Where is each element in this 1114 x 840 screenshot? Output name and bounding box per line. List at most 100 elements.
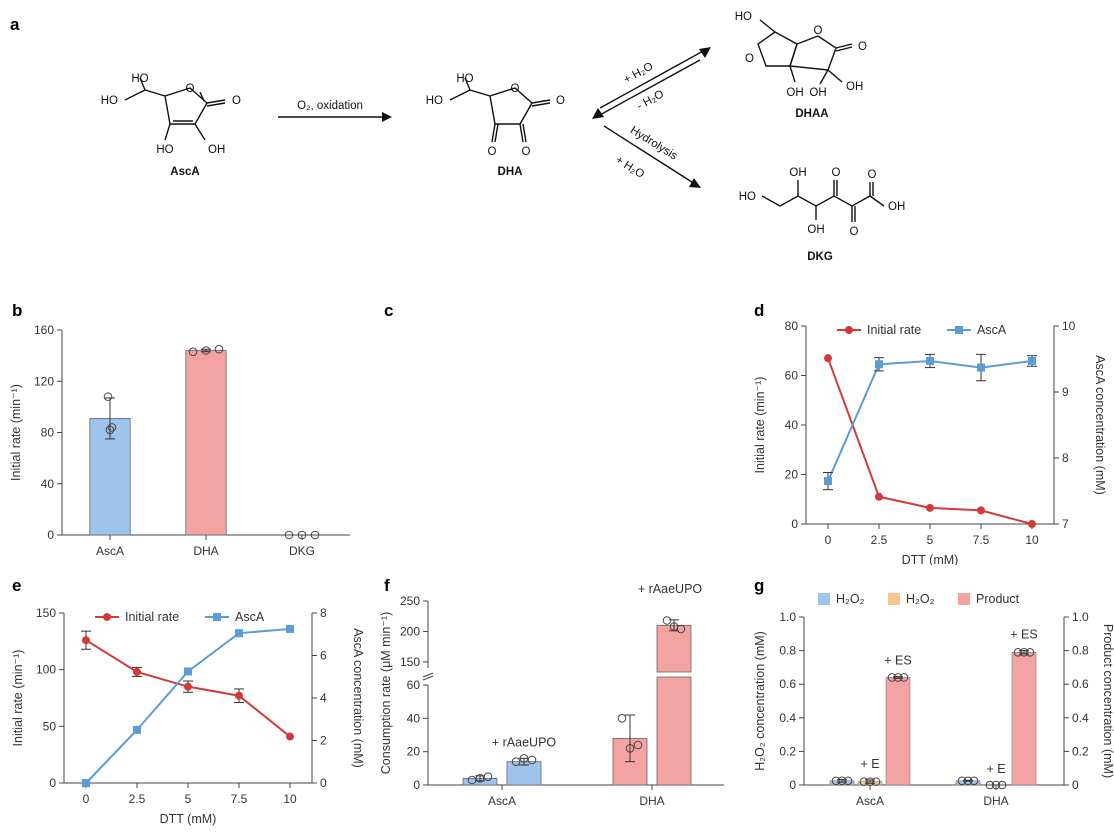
y-left-tick-label: 100 xyxy=(36,663,56,677)
dehydration-condition: - H₂O xyxy=(635,88,666,112)
replicate-point xyxy=(831,776,841,786)
replicate-point xyxy=(963,776,973,786)
panel-label-d: d xyxy=(754,301,764,320)
dha-ho-left: HO xyxy=(426,95,443,107)
asca-label: AscA xyxy=(170,166,199,178)
bar-upper xyxy=(656,624,692,673)
y-axis-title: Consumption rate (μM min⁻¹) xyxy=(379,612,393,774)
legend-swatch xyxy=(888,593,900,605)
panel-label-g: g xyxy=(754,576,764,595)
y-right-tick-label: 8 xyxy=(1062,451,1069,465)
legend-swatch xyxy=(958,593,970,605)
y-right-tick-label: 7 xyxy=(1062,517,1069,531)
data-point-asca xyxy=(926,356,934,365)
dha-ring-o: O xyxy=(511,83,520,95)
asca-oh-left: HO xyxy=(156,144,173,156)
y-tick-label: 150 xyxy=(400,655,420,669)
y-right-tick-label: 2 xyxy=(320,734,327,748)
x-tick-label: 7.5 xyxy=(973,533,990,547)
legend-label: Initial rate xyxy=(867,323,921,337)
replicate-point xyxy=(837,776,847,786)
data-point-asca xyxy=(133,725,141,734)
data-point-asca xyxy=(184,667,192,676)
asca-oh-top: HO xyxy=(131,73,148,85)
panel-label-e: e xyxy=(12,576,21,595)
y-right-tick-label: 4 xyxy=(320,691,327,705)
bar xyxy=(1011,651,1037,786)
bar-dha xyxy=(185,350,227,536)
replicate-point xyxy=(865,777,875,786)
replicate-point xyxy=(201,346,211,355)
chart-panel-e: e 0 50 100 150 0 2 4 6 8 0 2.5 5 7.5 10 DTT (mM) Initial… xyxy=(11,576,365,826)
hydrolysis-water: + H₂O xyxy=(613,154,646,181)
series-line-initial-rate xyxy=(827,357,1033,525)
data-point-asca xyxy=(875,360,883,369)
panel-label-f: f xyxy=(384,576,390,595)
hydration-arrow xyxy=(599,49,706,109)
y-right-tick-label: 0.4 xyxy=(1072,711,1089,725)
legend-label: H₂O₂ xyxy=(906,592,935,606)
dha-structure xyxy=(449,77,551,143)
y-tick-label: 250 xyxy=(400,594,420,608)
replicate-point xyxy=(310,530,320,540)
reaction-scheme: a xyxy=(10,11,905,263)
replicate-point xyxy=(107,423,117,432)
chart-panel-g: g 0 0.2 0.4 0.6 0.8 1.0 0 0.2 0.4 0.6 0.8 1.0 H₂O₂ co… xyxy=(753,576,1114,808)
dkg-structure xyxy=(761,180,885,222)
legend-label: AscA xyxy=(977,323,1007,337)
x-tick-label: 2.5 xyxy=(871,533,888,547)
replicate-point xyxy=(899,673,909,682)
replicate-point xyxy=(284,530,294,540)
bar-annotation: + ES xyxy=(884,654,911,668)
axis-break-mark xyxy=(422,672,434,678)
y-tick-label: 40 xyxy=(41,477,55,491)
replicate-point xyxy=(662,616,672,625)
y2-axis-title: Product concentration (mM) xyxy=(1101,624,1114,778)
bar-annotation: + E xyxy=(986,762,1005,776)
replicate-point xyxy=(633,740,643,750)
y-left-tick-label: 20 xyxy=(785,468,799,482)
y-right-tick-label: 0 xyxy=(1072,778,1079,792)
bar-lower xyxy=(656,676,692,786)
data-point-rate xyxy=(926,503,934,512)
data-point-rate xyxy=(286,732,294,741)
replicate-point xyxy=(467,775,477,785)
y-left-tick-label: 150 xyxy=(36,606,56,620)
series-line-asca xyxy=(85,627,291,784)
replicate-point xyxy=(483,772,493,781)
y-right-tick-label: 9 xyxy=(1062,385,1069,399)
dhaa-label: DHAA xyxy=(795,108,828,120)
dha-label: DHA xyxy=(498,166,523,178)
y-left-tick-label: 0.8 xyxy=(779,644,796,658)
legend-marker xyxy=(845,326,853,334)
replicate-point xyxy=(105,425,115,435)
bar-annotation: + E xyxy=(860,757,879,771)
y-right-tick-label: 8 xyxy=(320,606,327,620)
y-tick-label: 0 xyxy=(47,528,54,542)
y-axis-title: Initial rate (min⁻¹) xyxy=(753,377,767,474)
dkg-keto-o-1: O xyxy=(832,167,841,179)
y-tick-label: 80 xyxy=(41,426,55,440)
replicate-point xyxy=(985,780,995,790)
x-tick-label: 5 xyxy=(185,792,192,806)
data-point-asca xyxy=(286,624,294,633)
y-tick-label: 200 xyxy=(400,624,420,638)
replicate-point xyxy=(1019,647,1029,657)
dha-keto-o-2: O xyxy=(522,146,531,158)
y-tick-label: 60 xyxy=(407,678,421,692)
y-right-tick-label: 0.6 xyxy=(1072,677,1089,691)
x-tick-label: AscA xyxy=(488,794,516,808)
data-point-asca xyxy=(824,477,832,486)
x-tick-label: 5 xyxy=(927,533,934,547)
x-tick-label: 10 xyxy=(283,792,297,806)
chart-panel-d: d 0 20 40 60 80 7 8 9 10 0 2.5 5 7.5 10 DTT (mM) Initial… xyxy=(753,301,1107,565)
y-tick-label: 20 xyxy=(407,745,421,759)
dhaa-ring-o-2: O xyxy=(814,25,823,37)
data-point-asca xyxy=(235,629,243,638)
replicate-point xyxy=(887,673,897,682)
data-point-rate xyxy=(235,691,243,700)
y-tick-label: 40 xyxy=(407,711,421,725)
x-tick-label: DKG xyxy=(289,544,315,558)
hydrolysis-arrow xyxy=(603,125,696,185)
dkg-label: DKG xyxy=(807,251,833,263)
